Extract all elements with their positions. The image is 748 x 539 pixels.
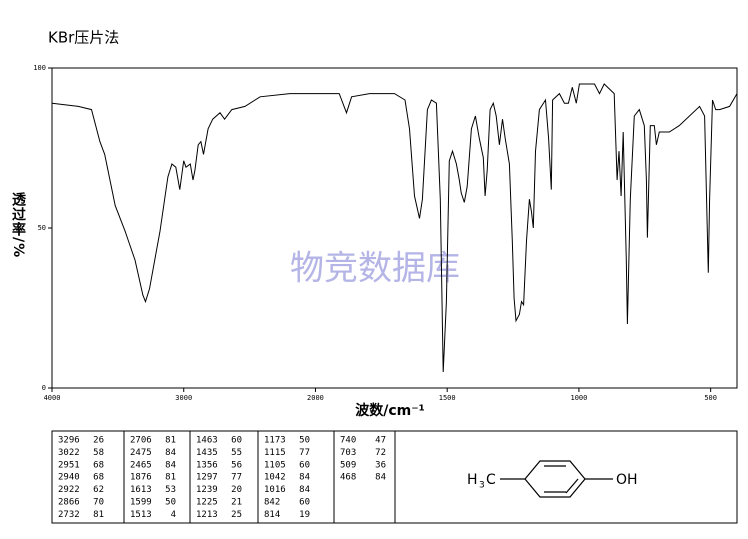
table-cell: 703 [340,448,356,458]
table-cell: 1239 [196,485,218,495]
table-cell: 68 [93,473,104,483]
table-cell: 4 [171,510,176,520]
table-cell: 21 [231,498,242,508]
watermark: 物竞数据库 [290,249,460,289]
structure-label: H [467,472,478,488]
x-tick-label: 1000 [570,394,587,402]
table-cell: 1225 [196,498,218,508]
table-cell: 1463 [196,436,218,446]
table-cell: 25 [231,510,242,520]
table-cell: 62 [93,485,104,495]
table-cell: 1613 [130,485,152,495]
table-cell: 53 [165,485,176,495]
table-cell: 55 [231,448,242,458]
x-tick-label: 1500 [439,394,456,402]
x-axis-label: 波数/cm⁻¹ [355,402,425,419]
spectrum-line [51,83,738,373]
table-cell: 60 [231,436,242,446]
table-cell: 509 [340,460,356,470]
x-tick-label: 2000 [307,394,324,402]
table-cell: 47 [375,436,386,446]
table-cell: 1173 [264,436,286,446]
table-cell: 3296 [58,436,80,446]
table-cell: 1016 [264,485,286,495]
table-cell: 2951 [58,460,80,470]
table-cell: 2732 [58,510,80,520]
structure-label: OH [616,472,638,488]
table-cell: 26 [93,436,104,446]
table-cell: 50 [299,436,310,446]
table-cell: 2940 [58,473,80,483]
table-cell: 60 [299,498,310,508]
y-tick-label: 50 [38,224,46,232]
table-cell: 1042 [264,473,286,483]
structure [500,460,613,498]
table-cell: 1213 [196,510,218,520]
structure-label: C [486,472,496,488]
table-cell: 81 [165,436,176,446]
table-cell: 1435 [196,448,218,458]
table-cell: 1105 [264,460,286,470]
table-cell: 50 [165,498,176,508]
table-cell: 56 [231,460,242,470]
table-cell: 77 [299,448,310,458]
table-cell: 84 [165,460,176,470]
table-cell: 70 [93,498,104,508]
table-cell: 2922 [58,485,80,495]
table-cell: 1115 [264,448,286,458]
table-cell: 72 [375,448,386,458]
table-cell: 1599 [130,498,152,508]
x-tick-label: 3000 [175,394,192,402]
table-cell: 84 [375,473,386,483]
table-cell: 77 [231,473,242,483]
table-cell: 19 [299,510,310,520]
table-cell: 2475 [130,448,152,458]
table-cell: 468 [340,473,356,483]
table-cell: 36 [375,460,386,470]
table-cell: 84 [299,473,310,483]
table-cell: 81 [93,510,104,520]
y-axis-label: 透过率/% [10,192,26,259]
table-cell: 20 [231,485,242,495]
chart-title: KBr压片法 [48,29,119,47]
table-cell: 68 [93,460,104,470]
y-tick-label: 100 [33,64,46,72]
structure-label: 3 [479,481,485,491]
table-cell: 740 [340,436,356,446]
table-cell: 60 [299,460,310,470]
x-tick-label: 4000 [44,394,61,402]
table-cell: 2866 [58,498,80,508]
table-cell: 84 [165,448,176,458]
x-tick-label: 500 [704,394,717,402]
table-cell: 1876 [130,473,152,483]
table-cell: 1356 [196,460,218,470]
table-cell: 81 [165,473,176,483]
y-tick-label: 0 [42,384,46,392]
table-cell: 842 [264,498,280,508]
table-cell: 2465 [130,460,152,470]
table-cell: 1513 [130,510,152,520]
table-cell: 58 [93,448,104,458]
table-cell: 84 [299,485,310,495]
table-cell: 3022 [58,448,80,458]
table-cell: 2706 [130,436,152,446]
table-cell: 814 [264,510,280,520]
table-cell: 1297 [196,473,218,483]
